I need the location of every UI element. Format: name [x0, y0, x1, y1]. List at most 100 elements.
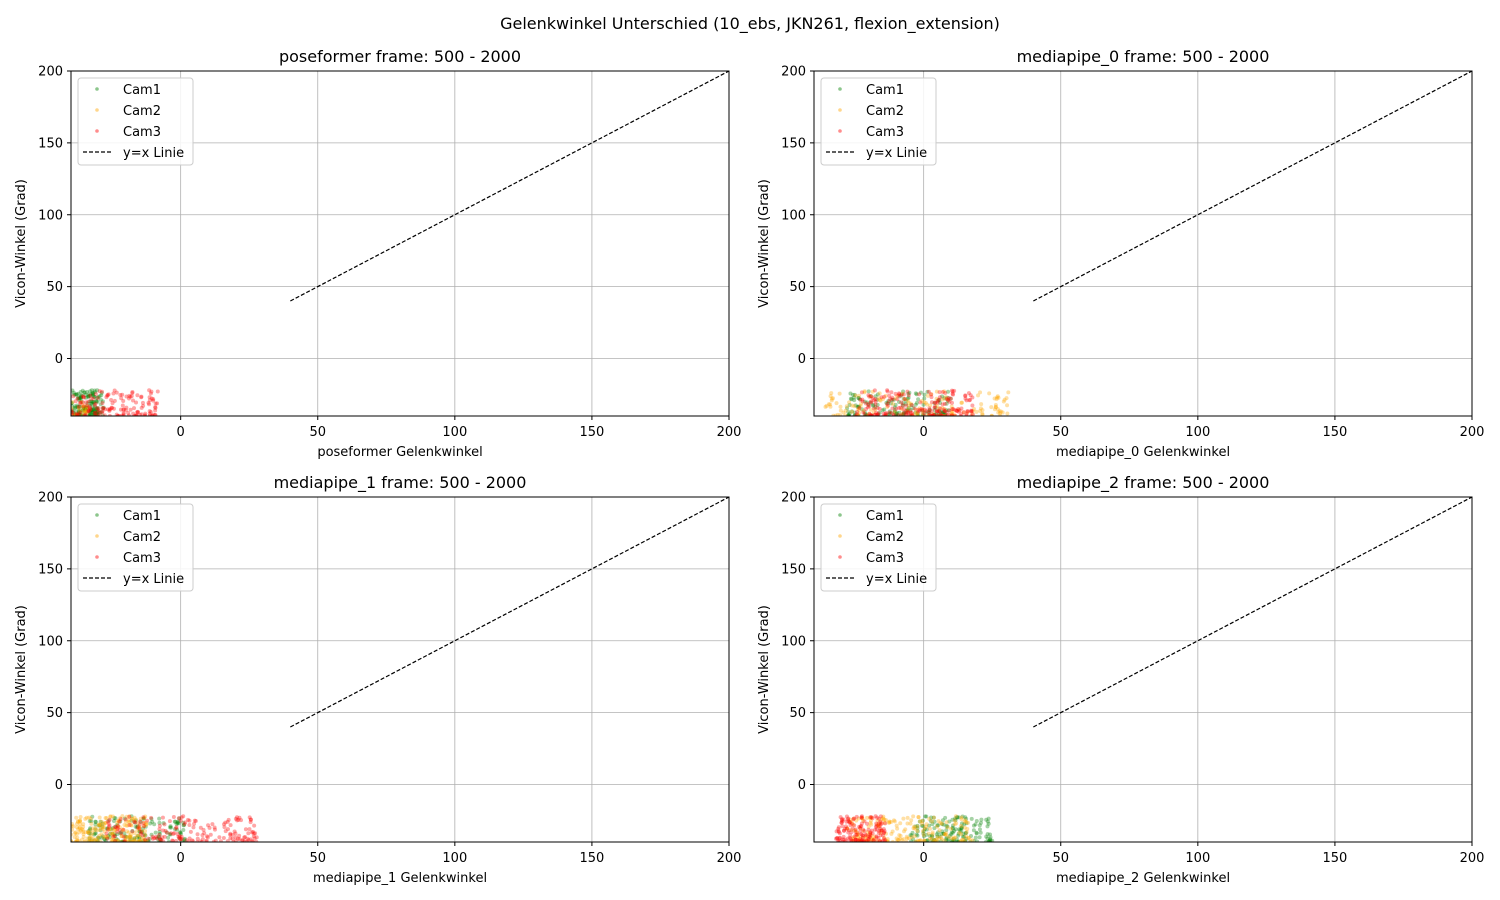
point-cam2: [914, 408, 919, 413]
point-cam3: [940, 402, 945, 407]
point-cam2: [77, 409, 82, 414]
point-cam3: [956, 409, 961, 414]
point-cam1: [178, 830, 183, 835]
point-cam1: [865, 412, 870, 416]
point-cam2: [962, 825, 967, 830]
point-cam2: [853, 835, 858, 840]
point-cam1: [901, 389, 906, 394]
point-cam3: [835, 836, 840, 841]
point-cam3: [131, 398, 136, 403]
point-cam1: [92, 409, 97, 414]
point-cam3: [964, 398, 969, 403]
point-cam2: [86, 830, 91, 835]
point-cam3: [904, 413, 909, 416]
point-cam3: [242, 835, 247, 840]
point-cam3: [860, 838, 865, 842]
point-cam2: [83, 409, 88, 414]
point-cam1: [135, 825, 140, 830]
point-cam3: [878, 819, 883, 824]
point-cam3: [846, 819, 851, 824]
point-cam2: [989, 413, 994, 416]
point-cam1: [148, 821, 153, 826]
point-cam3: [846, 816, 851, 821]
point-cam3: [935, 400, 940, 405]
point-cam1: [913, 839, 918, 842]
point-cam2: [142, 816, 147, 821]
point-cam2: [860, 816, 865, 821]
point-cam2: [873, 407, 878, 412]
point-cam2: [934, 403, 939, 408]
point-cam3: [153, 401, 158, 406]
point-cam3: [200, 837, 205, 842]
point-cam3: [101, 406, 106, 411]
point-cam3: [863, 832, 868, 837]
point-cam3: [862, 412, 867, 416]
point-cam1: [77, 409, 82, 414]
point-cam3: [91, 396, 96, 401]
point-cam1: [90, 408, 95, 413]
point-cam3: [949, 388, 954, 393]
point-cam2: [865, 838, 870, 842]
point-cam2: [949, 411, 954, 416]
point-cam1: [89, 819, 94, 824]
point-cam2: [861, 408, 866, 413]
point-cam3: [153, 408, 158, 413]
point-cam2: [911, 814, 916, 819]
point-cam1: [930, 839, 935, 842]
point-cam3: [853, 830, 858, 835]
point-cam2: [99, 819, 104, 824]
point-cam3: [910, 413, 915, 416]
point-cam2: [882, 820, 887, 825]
point-cam1: [914, 392, 919, 397]
point-cam1: [94, 406, 99, 411]
point-cam3: [928, 413, 933, 416]
legend-box: [77, 503, 194, 592]
point-cam2: [912, 834, 917, 839]
point-cam3: [201, 827, 206, 832]
point-cam1: [940, 394, 945, 399]
point-cam3: [852, 816, 857, 821]
point-cam2: [141, 820, 146, 825]
point-cam3: [141, 821, 146, 826]
point-cam1: [915, 833, 920, 838]
point-cam2: [126, 830, 131, 835]
legend-marker-cam3: [95, 129, 99, 133]
point-cam3: [840, 817, 845, 822]
point-cam2: [95, 839, 100, 842]
point-cam2: [867, 411, 872, 416]
point-cam3: [150, 413, 155, 416]
point-cam3: [223, 829, 228, 834]
point-cam1: [944, 401, 949, 406]
point-cam3: [200, 833, 205, 838]
point-cam3: [850, 826, 855, 831]
point-cam1: [83, 393, 88, 398]
point-cam1: [181, 823, 186, 828]
point-cam1: [177, 836, 182, 841]
point-cam1: [946, 839, 951, 842]
point-cam1: [86, 828, 91, 833]
point-cam2: [942, 832, 947, 837]
point-cam3: [134, 413, 139, 416]
point-cam3: [935, 413, 940, 416]
point-cam2: [108, 831, 113, 836]
point-cam2: [946, 834, 951, 839]
point-cam3: [213, 838, 218, 842]
y-axis-label: Vicon-Winkel (Grad): [757, 605, 772, 734]
point-cam2: [114, 827, 119, 832]
point-cam2: [976, 393, 981, 398]
point-cam2: [849, 828, 854, 833]
point-cam3: [100, 409, 105, 414]
point-cam3: [248, 817, 253, 822]
point-cam3: [172, 830, 177, 835]
point-cam2: [930, 819, 935, 824]
point-cam1: [964, 821, 969, 826]
point-cam3: [958, 413, 963, 416]
point-cam3: [81, 404, 86, 409]
point-cam2: [850, 403, 855, 408]
point-cam1: [880, 408, 885, 413]
point-cam1: [135, 824, 140, 829]
point-cam1: [79, 413, 84, 416]
point-cam2: [829, 396, 834, 401]
point-cam1: [922, 392, 927, 397]
point-cam3: [929, 400, 934, 405]
